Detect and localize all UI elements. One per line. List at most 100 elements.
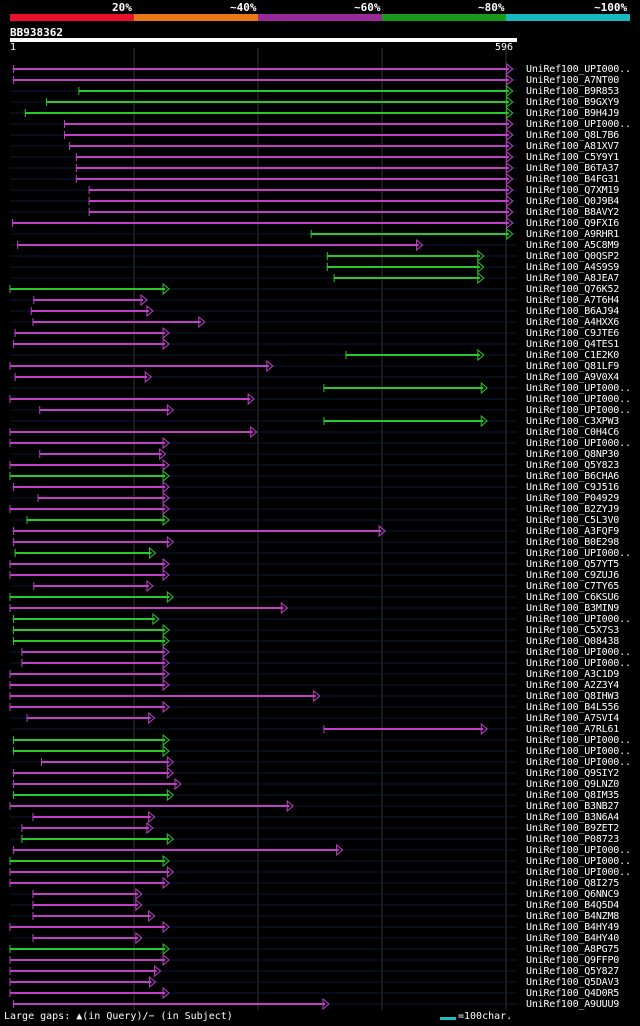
hit-label[interactable]: UniRef100_Q81LF9 — [526, 361, 620, 372]
hit-end-arrow — [322, 997, 330, 1011]
hit-label[interactable]: UniRef100_B9H4J9 — [526, 108, 620, 119]
hit-label[interactable]: UniRef100_B9R853 — [526, 86, 620, 97]
hit-label[interactable]: UniRef100_A7T6H4 — [526, 295, 620, 306]
hit-label[interactable]: UniRef100_Q8NP30 — [526, 449, 620, 460]
hit-label[interactable]: UniRef100_B4HY40 — [526, 933, 620, 944]
hit-label[interactable]: UniRef100_Q8IM35 — [526, 790, 620, 801]
hit-label[interactable]: UniRef100_A8PG75 — [526, 944, 620, 955]
hit-label[interactable]: UniRef100_Q9SIY2 — [526, 768, 620, 779]
hit-label[interactable]: UniRef100_UPI000.. — [526, 548, 631, 559]
hit-label[interactable]: UniRef100_P08723 — [526, 834, 620, 845]
hit-label[interactable]: UniRef100_UPI000.. — [526, 746, 631, 757]
hit-label[interactable]: UniRef100_UPI000.. — [526, 845, 631, 856]
hit-end-arrow — [162, 854, 170, 868]
hit-label[interactable]: UniRef100_UPI000.. — [526, 405, 631, 416]
hit-label[interactable]: UniRef100_UPI000.. — [526, 383, 631, 394]
hit-label[interactable]: UniRef100_Q8IHW3 — [526, 691, 620, 702]
hit-label[interactable]: UniRef100_A3C1D9 — [526, 669, 620, 680]
hit-label[interactable]: UniRef100_Q57YT5 — [526, 559, 620, 570]
hit-label[interactable]: UniRef100_P04929 — [526, 493, 620, 504]
hit-label[interactable]: UniRef100_A9V0X4 — [526, 372, 620, 383]
hit-label[interactable]: UniRef100_Q4D0R5 — [526, 988, 620, 999]
hit-label[interactable]: UniRef100_C9ZUJ6 — [526, 570, 620, 581]
hit-label[interactable]: UniRef100_Q0J9B4 — [526, 196, 620, 207]
hit-label[interactable]: UniRef100_C6KSU6 — [526, 592, 620, 603]
hit-label[interactable]: UniRef100_Q5DAV3 — [526, 977, 620, 988]
hit-label[interactable]: UniRef100_B4HY49 — [526, 922, 620, 933]
hit-label[interactable]: UniRef100_Q76K52 — [526, 284, 620, 295]
hit-label[interactable]: UniRef100_C5Y9Y1 — [526, 152, 620, 163]
hit-end-arrow — [162, 678, 170, 692]
hit-label[interactable]: UniRef100_C3XPW3 — [526, 416, 620, 427]
hit-label[interactable]: UniRef100_B4FG31 — [526, 174, 620, 185]
hit-label[interactable]: UniRef100_Q4TES1 — [526, 339, 620, 350]
hit-label[interactable]: UniRef100_Q08438 — [526, 636, 620, 647]
hit-end-arrow — [162, 634, 170, 648]
hit-label[interactable]: UniRef100_A4S9S9 — [526, 262, 620, 273]
hit-label[interactable]: UniRef100_UPI000.. — [526, 647, 631, 658]
hit-end-arrow — [506, 161, 514, 175]
hit-label[interactable]: UniRef100_B6AJ94 — [526, 306, 620, 317]
hit-label[interactable]: UniRef100_B4Q5D4 — [526, 900, 620, 911]
hit-label[interactable]: UniRef100_Q5Y827 — [526, 966, 620, 977]
hit-end-arrow — [162, 700, 170, 714]
hit-label[interactable]: UniRef100_UPI000.. — [526, 867, 631, 878]
hit-label[interactable]: UniRef100_B6TA37 — [526, 163, 620, 174]
hit-label[interactable]: UniRef100_UPI000.. — [526, 757, 631, 768]
hit-label[interactable]: UniRef100_C1E2K0 — [526, 350, 620, 361]
hit-label[interactable]: UniRef100_UPI000.. — [526, 64, 631, 75]
hit-label[interactable]: UniRef100_Q6NNC9 — [526, 889, 620, 900]
hit-end-arrow — [159, 447, 167, 461]
hit-label[interactable]: UniRef100_A4HXX6 — [526, 317, 620, 328]
hit-label[interactable]: UniRef100_UPI000.. — [526, 394, 631, 405]
hit-label[interactable]: UniRef100_A7SVI4 — [526, 713, 620, 724]
hit-label[interactable]: UniRef100_B6CHA6 — [526, 471, 620, 482]
hit-label[interactable]: UniRef100_UPI000.. — [526, 438, 631, 449]
hit-label[interactable]: UniRef100_B3N6A4 — [526, 812, 620, 823]
hit-label[interactable]: UniRef100_Q5Y823 — [526, 460, 620, 471]
hit-label[interactable]: UniRef100_UPI000.. — [526, 658, 631, 669]
hit-label[interactable]: UniRef100_C9J516 — [526, 482, 620, 493]
hit-label[interactable]: UniRef100_UPI000.. — [526, 614, 631, 625]
hit-label[interactable]: UniRef100_Q0QSP2 — [526, 251, 620, 262]
hit-label[interactable]: UniRef100_A7RL61 — [526, 724, 620, 735]
hit-label[interactable]: UniRef100_C7TY65 — [526, 581, 620, 592]
hit-label[interactable]: UniRef100_A9UUU9 — [526, 999, 620, 1010]
hit-label[interactable]: UniRef100_A3FQF9 — [526, 526, 620, 537]
hit-label[interactable]: UniRef100_B8AVY2 — [526, 207, 620, 218]
hit-end-arrow — [162, 942, 170, 956]
hit-label[interactable]: UniRef100_C5L3V0 — [526, 515, 620, 526]
hit-label[interactable]: UniRef100_B0E298 — [526, 537, 620, 548]
hit-label[interactable]: UniRef100_UPI000.. — [526, 119, 631, 130]
hit-label[interactable]: UniRef100_C0H4C6 — [526, 427, 620, 438]
hit-label[interactable]: UniRef100_Q9FFP0 — [526, 955, 620, 966]
hit-label[interactable]: UniRef100_A9RHR1 — [526, 229, 620, 240]
hit-end-arrow — [506, 227, 514, 241]
hit-label[interactable]: UniRef100_Q7XM19 — [526, 185, 620, 196]
hit-label[interactable]: UniRef100_C5X7S3 — [526, 625, 620, 636]
hit-label[interactable]: UniRef100_UPI000.. — [526, 856, 631, 867]
hit-label[interactable]: UniRef100_Q8I275 — [526, 878, 620, 889]
hit-end-arrow — [162, 458, 170, 472]
hit-label[interactable]: UniRef100_A2Z3Y4 — [526, 680, 620, 691]
hit-end-arrow — [480, 381, 489, 395]
hit-label[interactable]: UniRef100_A81XV7 — [526, 141, 620, 152]
hit-label[interactable]: UniRef100_Q9FXI6 — [526, 218, 620, 229]
hit-label[interactable]: UniRef100_B4NZM8 — [526, 911, 620, 922]
hit-label[interactable]: UniRef100_C9JTE6 — [526, 328, 620, 339]
hit-label[interactable]: UniRef100_B4L556 — [526, 702, 620, 713]
hit-label[interactable]: UniRef100_Q9LNZ0 — [526, 779, 620, 790]
hit-label[interactable]: UniRef100_B9GXY9 — [526, 97, 620, 108]
hit-label[interactable]: UniRef100_A7NT00 — [526, 75, 620, 86]
hit-label[interactable]: UniRef100_A8JEA7 — [526, 273, 620, 284]
hit-label[interactable]: UniRef100_B3NB27 — [526, 801, 620, 812]
hit-end-arrow — [506, 117, 514, 131]
hit-label[interactable]: UniRef100_B9ZET2 — [526, 823, 620, 834]
hit-label[interactable]: UniRef100_A5C8M9 — [526, 240, 620, 251]
hit-label[interactable]: UniRef100_B3MIN9 — [526, 603, 620, 614]
hit-label[interactable]: UniRef100_Q8L7B6 — [526, 130, 620, 141]
hit-label[interactable]: UniRef100_UPI000.. — [526, 735, 631, 746]
hit-label[interactable]: UniRef100_B2ZYJ9 — [526, 504, 620, 515]
hit-end-arrow — [152, 612, 160, 626]
hit-end-arrow — [477, 348, 485, 362]
